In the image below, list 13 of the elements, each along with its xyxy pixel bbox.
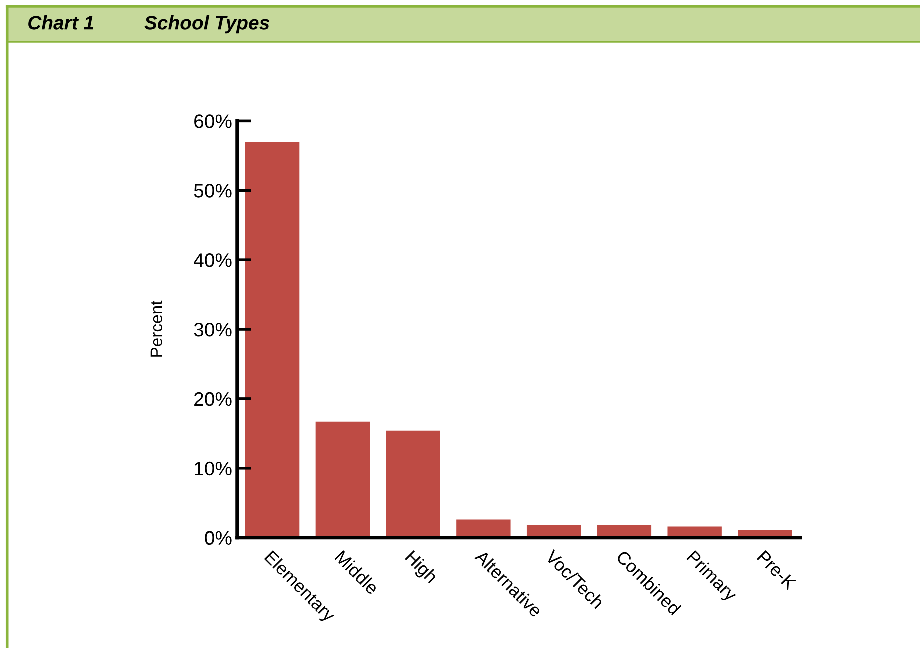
bar: [245, 142, 300, 538]
y-tick-label: 50%: [194, 184, 232, 198]
bar: [386, 430, 440, 538]
y-tick-label: 30%: [194, 322, 232, 337]
y-tick-label: 10%: [195, 462, 232, 476]
y-axis-title: Percent: [150, 300, 163, 357]
y-tick-label: 60%: [194, 114, 232, 128]
y-tick-label: 0%: [205, 531, 232, 546]
y-tick-label: 40%: [194, 254, 232, 268]
caption: Chart 1: [28, 16, 94, 30]
chart-title: School Types: [144, 16, 270, 34]
y-tick-label: 20%: [194, 392, 232, 406]
bar: [316, 422, 370, 538]
